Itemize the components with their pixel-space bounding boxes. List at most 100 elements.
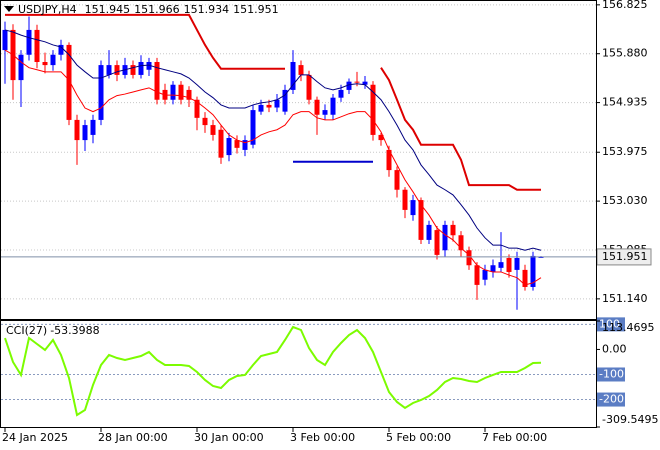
candle-body [402, 189, 408, 210]
x-tick-label: 28 Jan 00:00 [98, 431, 168, 444]
cci-value: -53.3988 [50, 324, 99, 337]
candle-body [306, 74, 312, 100]
level-box [597, 367, 625, 382]
candle-body [378, 134, 384, 141]
y-tick-label: 113.4695 [602, 321, 655, 334]
candle-body [474, 265, 480, 285]
candle-body [130, 65, 136, 75]
chart-title: USDJPY,H4 151.945 151.966 151.934 151.951 [18, 3, 279, 16]
candle-body [82, 125, 88, 141]
candle-body [74, 119, 80, 141]
candle-body [250, 110, 256, 145]
x-tick-label: 7 Feb 00:00 [482, 431, 547, 444]
candle-body [42, 61, 48, 66]
candle-body [498, 262, 504, 268]
main-frame [0, 0, 597, 320]
candle-body [234, 140, 240, 148]
price-label: 151.951 [602, 250, 648, 263]
y-tick-label: 153.975 [602, 145, 648, 158]
indicator-line [4, 49, 542, 286]
candle-body [506, 258, 512, 272]
candle-body [34, 29, 40, 62]
candle-body [66, 44, 72, 120]
candle-body [2, 29, 8, 51]
candle-body [106, 65, 112, 75]
cci-frame [0, 320, 597, 428]
candle-body [58, 44, 64, 55]
candle-body [210, 125, 216, 135]
candle-body [274, 99, 280, 108]
candle-body [218, 129, 224, 158]
candle-body [330, 97, 336, 115]
level-label: -200 [599, 393, 624, 406]
candle-body [418, 200, 424, 240]
cci-title: CCI(27) -53.3988 [6, 324, 100, 337]
candle-body [426, 224, 432, 240]
y-tick-label: 155.880 [602, 47, 648, 60]
x-tick-label: 5 Feb 00:00 [386, 431, 451, 444]
candle-body [266, 104, 272, 108]
candle-body [482, 269, 488, 280]
candle-body [434, 230, 440, 255]
candle-body [370, 84, 376, 135]
candle-body [186, 89, 192, 100]
candle-body [146, 61, 152, 70]
candle-body [154, 61, 160, 100]
x-tick-label: 3 Feb 00:00 [290, 431, 355, 444]
candle-body [314, 99, 320, 115]
candle-body [442, 224, 448, 251]
level-label: 100 [599, 317, 620, 330]
candle-body [226, 138, 232, 156]
candle-body [114, 65, 120, 75]
candle-body [450, 224, 456, 236]
candle-body [18, 54, 24, 81]
collapse-icon [4, 6, 14, 12]
candle-body [282, 89, 288, 112]
x-tick-label: 24 Jan 2025 [2, 431, 68, 444]
close: 151.951 [233, 3, 279, 16]
low: 151.934 [184, 3, 230, 16]
candle-body [490, 265, 496, 272]
candle-body [346, 81, 352, 90]
candle-body [90, 119, 96, 135]
candle-body [522, 269, 528, 287]
level-label: -100 [599, 367, 624, 380]
candle-body [26, 29, 32, 55]
candle-body [138, 61, 144, 75]
candle-body [50, 54, 56, 66]
y-tick-label: 156.825 [602, 0, 648, 11]
candle-body [322, 110, 328, 115]
candle-body [410, 200, 416, 216]
candle-body [338, 89, 344, 98]
y-tick-label: 154.935 [602, 96, 648, 109]
candle-body [466, 250, 472, 266]
candle-body [458, 235, 464, 251]
indicator-line [5, 13, 541, 191]
candle-body [386, 149, 392, 171]
candle-body [362, 81, 368, 85]
candle-body [514, 258, 520, 270]
candle-body [530, 255, 536, 287]
y-tick-label: 153.030 [602, 194, 648, 207]
candle-body [194, 99, 200, 118]
candle-body [202, 117, 208, 126]
indicator-line [4, 29, 542, 251]
y-tick-label: 151.140 [602, 292, 648, 305]
candle-body [354, 81, 360, 83]
high: 151.966 [134, 3, 180, 16]
candle-body [394, 170, 400, 190]
symbol: USDJPY,H4 [18, 3, 77, 16]
candle-body [170, 84, 176, 100]
candle-body [298, 65, 304, 75]
candle-body [258, 104, 264, 112]
cci-name: CCI(27) [6, 324, 47, 337]
x-tick-label: 30 Jan 00:00 [194, 431, 264, 444]
candle-body [98, 65, 104, 120]
level-box [597, 317, 625, 332]
open: 151.945 [85, 3, 131, 16]
candle-body [242, 140, 248, 150]
level-box [597, 392, 625, 407]
y-tick-label: 0.00 [602, 342, 627, 355]
candle-body [290, 61, 296, 90]
